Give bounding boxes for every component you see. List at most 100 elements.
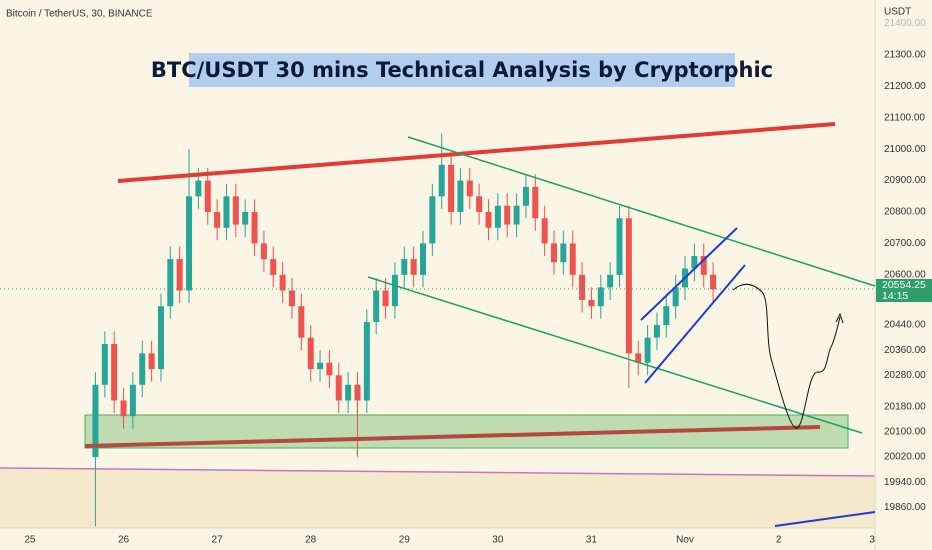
- candle-body: [167, 259, 174, 307]
- candle-body: [129, 384, 136, 417]
- candle-body: [691, 255, 698, 269]
- candle-body: [148, 353, 155, 370]
- x-tick-label: 25: [24, 535, 36, 546]
- candle-body: [157, 306, 164, 370]
- support-trendline: [84, 425, 821, 448]
- rising-channel-lower: [644, 264, 746, 384]
- candle-body: [204, 180, 211, 213]
- candle-body: [700, 255, 707, 275]
- candle-body: [410, 259, 417, 275]
- y-tick-label: 20280.00: [884, 370, 926, 381]
- candle-body: [476, 196, 483, 213]
- candle-body: [354, 384, 361, 401]
- x-tick-label: Nov: [676, 535, 694, 546]
- candle-body: [111, 343, 118, 401]
- candle-body: [672, 287, 679, 307]
- candle-body: [279, 274, 286, 291]
- y-tick-label: 20800.00: [884, 207, 926, 218]
- symbol-label: Bitcoin / TetherUS, 30, BINANCE: [6, 9, 153, 20]
- candle-body: [644, 337, 651, 363]
- x-tick-label: 30: [492, 535, 504, 546]
- candle-body: [616, 218, 623, 275]
- candle-body: [317, 362, 324, 370]
- candle-body: [345, 384, 352, 401]
- resistance-line: [117, 122, 836, 183]
- x-tick-label: 29: [399, 535, 411, 546]
- candle-body: [223, 196, 230, 228]
- candle-body: [298, 306, 305, 338]
- candles: [92, 133, 717, 527]
- candle-body: [242, 212, 249, 225]
- projection-arrow: [835, 312, 844, 324]
- candle-body: [335, 375, 342, 401]
- y-tick-label: 21200.00: [884, 81, 926, 92]
- candle-body: [448, 164, 455, 213]
- candle-body: [176, 259, 183, 291]
- y-tick-label: 20360.00: [884, 345, 926, 356]
- candle-body: [251, 212, 258, 244]
- y-tick-label: 20100.00: [884, 427, 926, 438]
- candle-body: [513, 205, 520, 225]
- support-line: [0, 467, 876, 477]
- y-tick-label: 20900.00: [884, 175, 926, 186]
- candle-body: [214, 212, 221, 228]
- y-tick-label: 20180.00: [884, 401, 926, 412]
- y-tick-label: 19860.00: [884, 502, 926, 513]
- y-tick-label: 21000.00: [884, 144, 926, 155]
- candle-body: [307, 337, 314, 370]
- candle-body: [373, 290, 380, 322]
- candle-body: [186, 196, 193, 291]
- rising-channel-upper: [640, 227, 738, 321]
- chart-title: BTC/USDT 30 mins Technical Analysis by C…: [151, 58, 773, 82]
- candle-body: [625, 218, 632, 354]
- y-tick-label: 20020.00: [884, 452, 926, 463]
- candle-body: [120, 400, 127, 417]
- channel-lower: [367, 276, 863, 434]
- y-tick-label: 21300.00: [884, 50, 926, 61]
- candle-body: [588, 299, 595, 307]
- candle-body: [326, 362, 333, 376]
- x-tick-label: 3: [869, 535, 875, 546]
- y-tick-label: 21400.00: [884, 18, 926, 29]
- ticks: 19860.00 19940.00 20020.00 20100.00 20180.00…: [24, 18, 926, 545]
- x-tick-label: 27: [212, 535, 224, 546]
- candle-body: [541, 218, 548, 244]
- price-tag: [876, 279, 932, 302]
- candle-body: [597, 287, 604, 307]
- candle-body: [429, 196, 436, 244]
- lower-zone: [0, 468, 875, 528]
- y-tick-label: 20700.00: [884, 238, 926, 249]
- x-tick-label: 31: [586, 535, 598, 546]
- candle-body: [653, 325, 660, 338]
- candle-body: [551, 243, 558, 263]
- candle-body: [635, 353, 642, 363]
- candle-body: [232, 196, 239, 225]
- candle-body: [579, 274, 586, 300]
- trendline: [774, 511, 876, 527]
- candle-body: [607, 274, 614, 288]
- candle-body: [710, 274, 717, 290]
- candle-body: [438, 164, 445, 197]
- x-tick-label: 28: [305, 535, 317, 546]
- candle-body: [139, 353, 146, 385]
- candle-body: [101, 343, 108, 385]
- channel-upper: [407, 136, 876, 287]
- x-tick-label: 2: [776, 535, 782, 546]
- y-tick-label: 21100.00: [884, 112, 925, 123]
- candle-body: [260, 243, 267, 260]
- title-box: [189, 53, 735, 87]
- last-price: 20554.25: [882, 279, 926, 291]
- y-tick-label: 20440.00: [884, 320, 926, 331]
- candle-body: [494, 205, 501, 228]
- candle-body: [195, 180, 202, 197]
- candle-body: [522, 186, 529, 206]
- candle-body: [485, 212, 492, 228]
- candle-body: [288, 290, 295, 307]
- y-axis-label: USDT: [884, 7, 911, 18]
- x-tick-label: 26: [118, 535, 130, 546]
- candle-body: [391, 274, 398, 307]
- candle-body: [401, 259, 408, 275]
- candle-body: [457, 180, 464, 213]
- candle-body: [560, 243, 567, 263]
